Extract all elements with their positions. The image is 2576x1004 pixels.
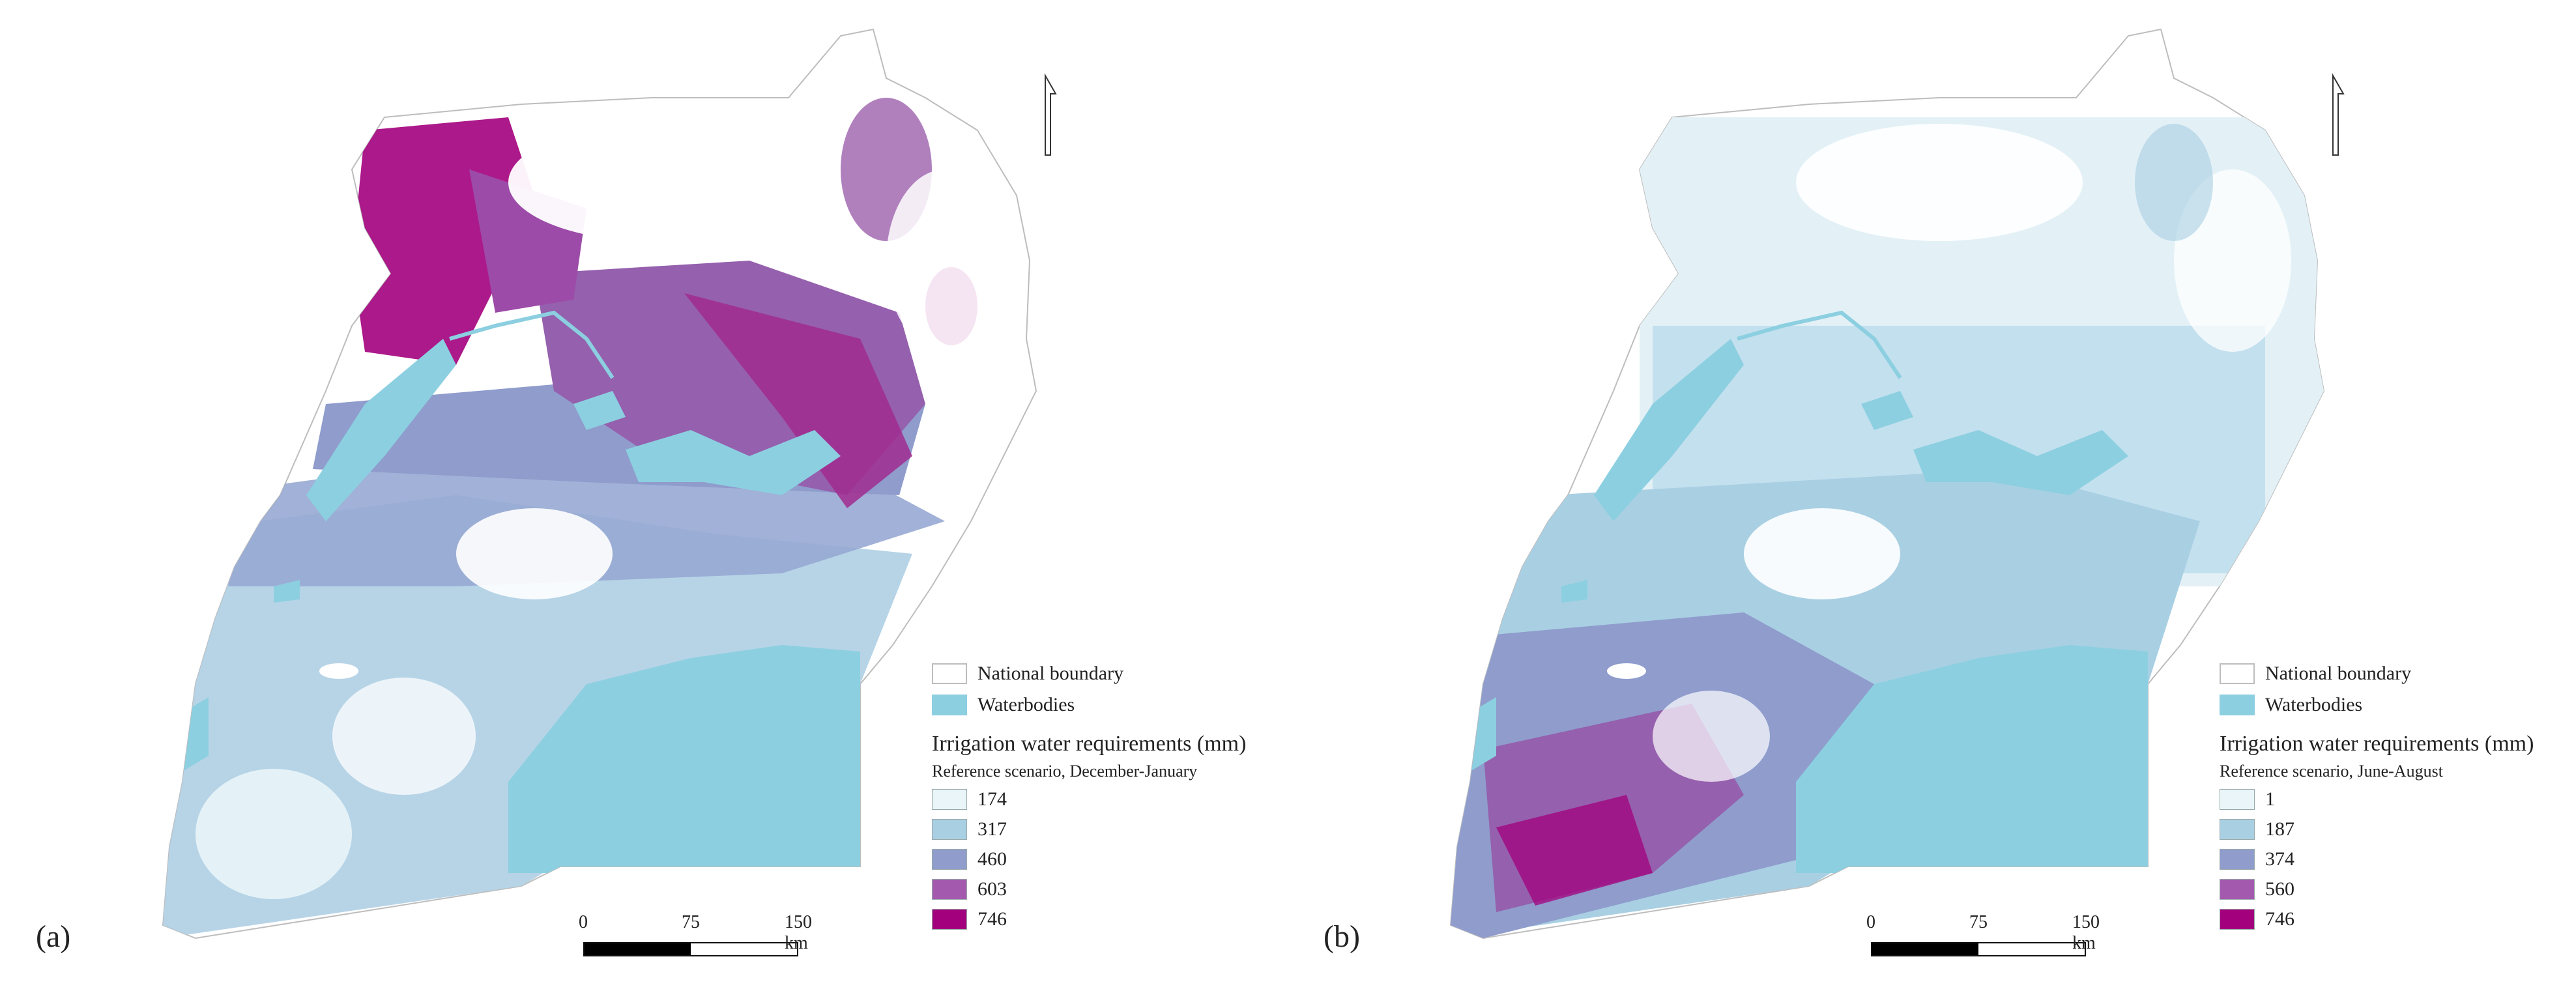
panel-label: (a)	[36, 919, 71, 954]
legend-class-row: 746	[2220, 904, 2534, 934]
legend-class-row: 374	[2220, 844, 2534, 874]
boundary-swatch	[932, 663, 967, 684]
class-value: 374	[2265, 848, 2294, 870]
class-swatch	[2220, 909, 2255, 930]
north-arrow-icon	[1045, 73, 1057, 156]
lake-victoria	[1796, 645, 2148, 873]
legend-class-row: 460	[932, 844, 1246, 874]
lake-kyoga	[1913, 430, 2128, 495]
class-value: 603	[977, 878, 1007, 900]
scale-tick: 150 km	[785, 912, 812, 953]
north-arrow-icon	[2332, 73, 2345, 156]
nile-river	[1737, 310, 1902, 379]
scale-tick: 150 km	[2072, 912, 2100, 953]
class-value: 560	[2265, 878, 2294, 900]
legend-class-row: 560	[2220, 874, 2534, 904]
legend-subheading: Reference scenario, June-August	[2220, 762, 2443, 781]
class-value: 174	[977, 788, 1007, 810]
scale-tick: 0	[1866, 912, 1875, 932]
lake-george	[274, 580, 300, 603]
legend-a: National boundary Waterbodies Irrigation…	[932, 658, 1246, 934]
panel-label: (b)	[1324, 919, 1360, 954]
class-value: 746	[977, 908, 1007, 930]
scale-tick: 75	[1969, 912, 1988, 932]
legend-class-row: 317	[932, 814, 1246, 844]
legend-class-row: 603	[932, 874, 1246, 904]
legend-class-row: 1	[2220, 784, 2534, 814]
lake-victoria	[508, 645, 860, 873]
legend-boundary-row: National boundary	[932, 658, 1246, 689]
class-swatch	[2220, 819, 2255, 840]
legend-subheading: Reference scenario, December-January	[932, 762, 1198, 781]
lake-albert	[306, 339, 456, 521]
uganda-map-a	[162, 28, 1037, 939]
map-panel-b: National boundary Waterbodies Irrigation…	[1288, 0, 2565, 1004]
legend-b: National boundary Waterbodies Irrigation…	[2220, 658, 2534, 934]
lake-george	[1561, 580, 1587, 603]
lake-albert	[1594, 339, 1744, 521]
waterbodies-label: Waterbodies	[977, 694, 1075, 715]
lake-kwania	[1861, 391, 1913, 430]
waterbodies-label: Waterbodies	[2265, 694, 2363, 715]
class-value: 1	[2265, 788, 2275, 810]
uganda-map-b	[1449, 28, 2325, 939]
lake-kyoga	[626, 430, 841, 495]
class-value: 187	[2265, 818, 2294, 840]
scale-bar-graphic	[583, 942, 798, 956]
class-value: 460	[977, 848, 1007, 870]
class-swatch	[932, 789, 967, 810]
scale-bar-a: 0 75 150 km	[579, 912, 812, 956]
legend-water-row: Waterbodies	[2220, 689, 2534, 721]
boundary-swatch	[2220, 663, 2255, 684]
legend-heading: Irrigation water requirements (mm)	[2220, 732, 2534, 756]
boundary-label: National boundary	[2265, 663, 2412, 684]
legend-class-row: 746	[932, 904, 1246, 934]
water-swatch	[932, 695, 967, 715]
legend-heading: Irrigation water requirements (mm)	[932, 732, 1247, 756]
class-swatch	[932, 909, 967, 930]
nile-river	[449, 310, 615, 379]
scale-tick: 0	[579, 912, 588, 932]
boundary-label: National boundary	[977, 663, 1124, 684]
legend-class-row: 174	[932, 784, 1246, 814]
scale-tick: 75	[682, 912, 700, 932]
map-panel-a: National boundary Waterbodies Irrigation…	[0, 0, 1277, 1004]
water-swatch	[2220, 695, 2255, 715]
class-swatch	[932, 849, 967, 870]
class-swatch	[932, 819, 967, 840]
legend-class-row: 187	[2220, 814, 2534, 844]
legend-boundary-row: National boundary	[2220, 658, 2534, 689]
class-swatch	[2220, 879, 2255, 900]
class-swatch	[2220, 849, 2255, 870]
legend-water-row: Waterbodies	[932, 689, 1246, 721]
class-value: 746	[2265, 908, 2294, 930]
scale-bar-graphic	[1871, 942, 2086, 956]
class-swatch	[932, 879, 967, 900]
class-value: 317	[977, 818, 1007, 840]
lake-kwania	[573, 391, 626, 430]
scale-bar-b: 0 75 150 km	[1866, 912, 2100, 956]
class-swatch	[2220, 789, 2255, 810]
